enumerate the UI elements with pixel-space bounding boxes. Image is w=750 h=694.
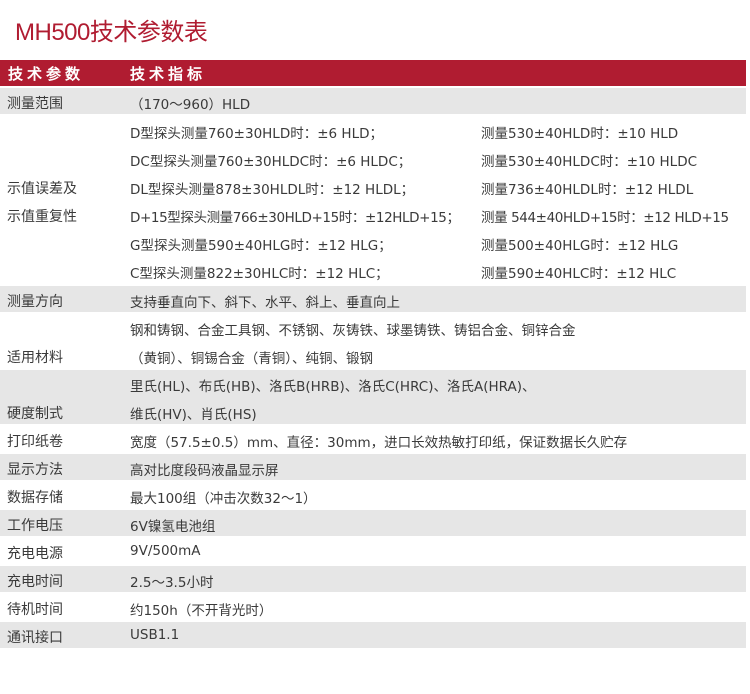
row-value: 6V镍氢电池组 bbox=[130, 519, 216, 535]
row-value: 约150h（不开背光时） bbox=[130, 603, 273, 619]
row-value: 测量500±40HLG时：±12 HLG bbox=[481, 238, 679, 254]
row-value: （黄铜）、铜锡合金（青铜）、纯铜、锻钢 bbox=[130, 351, 373, 367]
row-value: 测量 544±40HLD+15时：±12 HLD+15 bbox=[481, 210, 729, 226]
row-label: 显示方法 bbox=[7, 462, 63, 478]
row-label: 硬度制式 bbox=[7, 406, 63, 422]
row-label: 测量范围 bbox=[7, 96, 63, 112]
table-row: 工作电压 6V镍氢电池组 bbox=[0, 510, 746, 536]
page-title: MH500技术参数表 bbox=[15, 19, 208, 46]
row-value: 钢和铸钢、合金工具钢、不锈钢、灰铸铁、球墨铸铁、铸铝合金、铜锌合金 bbox=[130, 323, 576, 339]
table-row: 数据存储 最大100组（冲击次数32～1） bbox=[0, 482, 746, 508]
row-value: 测量530±40HLDC时：±10 HLDC bbox=[481, 154, 698, 170]
row-value: 测量590±40HLC时：±12 HLC bbox=[481, 266, 677, 282]
row-label: 打印纸卷 bbox=[7, 434, 63, 450]
table-row: 打印纸卷 宽度（57.5±0.5）mm、直径：30mm，进口长效热敏打印纸，保证数… bbox=[0, 426, 746, 452]
table-row: 测量范围 （170～960）HLD bbox=[0, 88, 746, 114]
row-label: 充电电源 bbox=[7, 546, 63, 562]
row-label: 测量方向 bbox=[7, 294, 63, 310]
row-value: DL型探头测量878±30HLDL时：±12 HLDL； bbox=[130, 182, 415, 198]
row-value: 支持垂直向下、斜下、水平、斜上、垂直向上 bbox=[130, 295, 400, 311]
header-col-param: 技术参数 bbox=[8, 65, 85, 83]
row-label: 待机时间 bbox=[7, 602, 63, 618]
table-row: 待机时间 约150h（不开背光时） bbox=[0, 594, 746, 620]
row-value: （170～960）HLD bbox=[130, 97, 251, 113]
row-label: 工作电压 bbox=[7, 518, 63, 534]
row-value: D+15型探头测量766±30HLD+15时：±12HLD+15； bbox=[130, 210, 460, 226]
row-value: USB1.1 bbox=[130, 627, 180, 643]
table-row: 适用材料 钢和铸钢、合金工具钢、不锈钢、灰铸铁、球墨铸铁、铸铝合金、铜锌合金 （… bbox=[0, 314, 746, 368]
row-value: 2.5～3.5小时 bbox=[130, 575, 214, 591]
row-label: 通讯接口 bbox=[7, 630, 63, 646]
row-value: 最大100组（冲击次数32～1） bbox=[130, 491, 317, 507]
row-value: 9V/500mA bbox=[130, 543, 201, 559]
table-row: 示值误差及 示值重复性 D型探头测量760±30HLD时：±6 HLD； 测量5… bbox=[0, 116, 746, 284]
row-value: 高对比度段码液晶显示屏 bbox=[130, 463, 279, 479]
row-value: 里氏(HL)、布氏(HB)、洛氏B(HRB)、洛氏C(HRC)、洛氏A(HRA)… bbox=[130, 379, 536, 395]
row-value: G型探头测量590±40HLG时：±12 HLG； bbox=[130, 238, 392, 254]
row-value: C型探头测量822±30HLC时：±12 HLC； bbox=[130, 266, 389, 282]
table-row: 测量方向 支持垂直向下、斜下、水平、斜上、垂直向上 bbox=[0, 286, 746, 312]
table-row: 显示方法 高对比度段码液晶显示屏 bbox=[0, 454, 746, 480]
table-header: 技术参数 技术指标 bbox=[0, 60, 746, 86]
row-value: 维氏(HV)、肖氏(HS) bbox=[130, 407, 257, 423]
table-row: 充电时间 2.5～3.5小时 bbox=[0, 566, 746, 592]
row-value: D型探头测量760±30HLD时：±6 HLD； bbox=[130, 126, 383, 142]
row-label: 充电时间 bbox=[7, 574, 63, 590]
row-value: 宽度（57.5±0.5）mm、直径：30mm，进口长效热敏打印纸，保证数据长久贮… bbox=[130, 435, 628, 451]
table-row: 硬度制式 里氏(HL)、布氏(HB)、洛氏B(HRB)、洛氏C(HRC)、洛氏A… bbox=[0, 370, 746, 424]
table-row: 充电电源 9V/500mA bbox=[0, 538, 746, 564]
row-label: 数据存储 bbox=[7, 490, 63, 506]
row-value: 测量530±40HLD时：±10 HLD bbox=[481, 126, 679, 142]
row-label: 示值误差及 bbox=[7, 181, 77, 197]
row-value: 测量736±40HLDL时：±12 HLDL bbox=[481, 182, 694, 198]
table-row: 通讯接口 USB1.1 bbox=[0, 622, 746, 648]
header-col-spec: 技术指标 bbox=[130, 65, 207, 83]
row-value: DC型探头测量760±30HLDC时：±6 HLDC； bbox=[130, 154, 412, 170]
row-label: 示值重复性 bbox=[7, 209, 77, 225]
row-label: 适用材料 bbox=[7, 350, 63, 366]
